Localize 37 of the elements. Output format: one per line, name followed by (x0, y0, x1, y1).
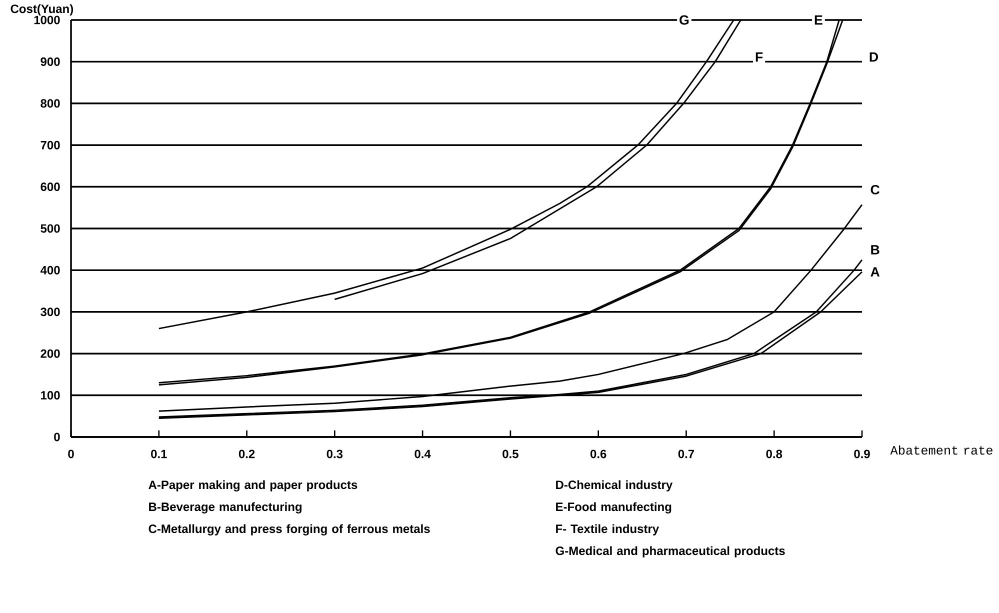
text: F (756, 52, 763, 62)
x-tick-label: 0.6 (590, 450, 606, 458)
series-label: C (870, 185, 880, 194)
text: D-Chemical industry (556, 480, 673, 492)
y-tick-label: 200 (40, 349, 60, 358)
text: F- Textile industry (556, 524, 659, 536)
y-tick-label: 800 (40, 99, 60, 108)
x-tick-label: 0.5 (502, 450, 518, 458)
text: B-Beverage manufecturing (149, 502, 302, 514)
text: E-Food manufecting (556, 502, 672, 514)
x-tick-label: 0.9 (854, 450, 870, 458)
y-tick-label: 900 (40, 57, 60, 66)
text: C-Metallurgy and press forging of ferrous metals (148, 524, 430, 536)
y-tick-label: 0 (54, 432, 60, 442)
x-axis-title: Abatement rate (890, 445, 992, 455)
y-tick-label: 500 (40, 224, 60, 233)
series-label: E (814, 15, 822, 25)
series-label: B (871, 245, 880, 254)
y-tick-label: 400 (40, 266, 60, 274)
y-tick-label: 100 (41, 391, 60, 400)
text: D (870, 52, 878, 62)
text: A-Paper making and paper products (148, 480, 358, 492)
x-tick-label: 0.2 (238, 450, 255, 458)
text: G (680, 15, 689, 25)
y-tick-label: 700 (40, 140, 60, 150)
y-axis-title: Cost(Yuan) (10, 4, 74, 16)
x-tick-label: 0.1 (151, 450, 167, 458)
series-label: A (870, 267, 880, 276)
y-tick-label: 600 (40, 182, 60, 192)
x-tick-label: 0.4 (414, 450, 431, 458)
y-tick-label: 300 (40, 308, 60, 316)
text: G-Medical and pharmaceutical products (556, 546, 785, 558)
x-tick-label: 0.3 (326, 450, 343, 458)
x-tick-label: 0.8 (766, 450, 782, 458)
y-tick-label: 1000 (34, 16, 60, 24)
x-tick-label: 0 (68, 450, 74, 458)
x-tick-label: 0.7 (678, 450, 694, 458)
